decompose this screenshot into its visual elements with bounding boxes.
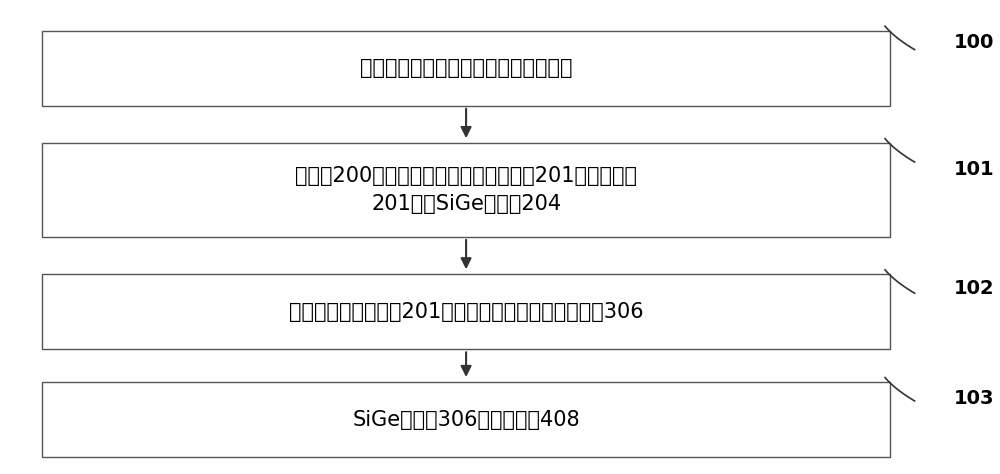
Text: 100: 100	[954, 33, 994, 52]
Text: 源、漏极区域的凹槽201中选择性外延生长锗硅外延层306: 源、漏极区域的凹槽201中选择性外延生长锗硅外延层306	[289, 302, 643, 322]
Text: 201生长SiGe种子层204: 201生长SiGe种子层204	[371, 194, 561, 214]
Text: 102: 102	[953, 279, 994, 298]
Text: 101: 101	[953, 160, 994, 179]
Text: 103: 103	[953, 389, 994, 408]
Bar	[42, 143, 890, 237]
Bar	[42, 382, 890, 457]
Bar	[42, 274, 890, 349]
Text: 根据半导体工艺需要对晶片进行预处理: 根据半导体工艺需要对晶片进行预处理	[360, 58, 572, 78]
Text: SiGe外延层306上生长盖层408: SiGe外延层306上生长盖层408	[352, 410, 580, 430]
Text: 硅衬底200表面的源、漏极区域刻蚀凹槽201后，在凹槽: 硅衬底200表面的源、漏极区域刻蚀凹槽201后，在凹槽	[295, 166, 637, 186]
Bar	[42, 31, 890, 106]
